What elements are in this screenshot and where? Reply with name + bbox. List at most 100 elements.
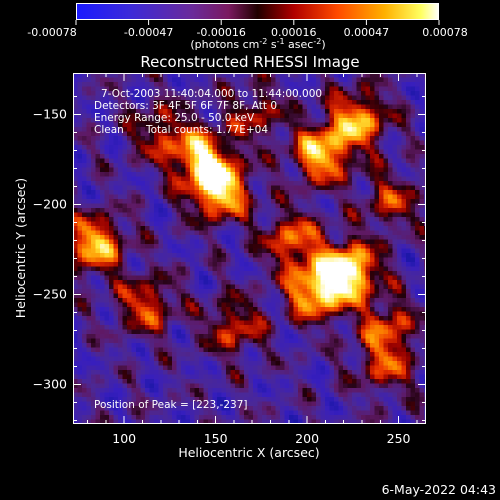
heat-cell [320, 127, 326, 132]
heat-cell [127, 203, 132, 209]
heat-cell [280, 307, 285, 312]
heat-cell [208, 239, 213, 245]
heat-cell [401, 82, 407, 87]
heat-cell [127, 302, 132, 308]
heat-cell [424, 91, 426, 96]
heat-cell [347, 284, 353, 290]
heat-cell [397, 298, 402, 303]
heat-cell [113, 338, 119, 344]
heat-cell [91, 145, 96, 150]
heat-cell [73, 226, 78, 231]
heat-cell [86, 176, 92, 182]
heat-cell [163, 221, 168, 227]
heat-cell [86, 91, 92, 96]
heat-cell [253, 163, 258, 168]
heat-cell [167, 311, 173, 317]
heat-cell [352, 163, 357, 168]
heat-cell [361, 208, 366, 213]
heat-cell [190, 113, 195, 119]
heat-cell [131, 122, 137, 128]
heat-cell [230, 154, 236, 159]
heat-cell [149, 289, 155, 294]
heat-cell [356, 167, 362, 173]
heat-cell [185, 221, 191, 227]
heat-cell [311, 140, 317, 146]
heat-cell [392, 190, 398, 195]
heat-cell [100, 262, 105, 267]
heat-cell [352, 127, 357, 132]
heat-cell [419, 212, 425, 218]
heat-cell [131, 226, 137, 231]
heat-cell [379, 199, 384, 204]
heat-cell [325, 239, 330, 245]
heat-cell [217, 338, 222, 344]
heat-cell [109, 275, 114, 281]
heat-cell [320, 190, 326, 195]
heat-cell [320, 298, 326, 303]
heat-cell [127, 149, 132, 155]
heat-cell [100, 266, 105, 272]
heat-cell [100, 208, 105, 213]
heat-cell [104, 95, 110, 101]
heat-cell [118, 208, 123, 213]
heat-cell [271, 208, 276, 213]
heat-cell [190, 298, 195, 303]
heat-cell [374, 266, 380, 272]
heatmap-pixels [73, 73, 426, 424]
heat-cell [383, 172, 389, 177]
heat-cell [226, 307, 231, 312]
heat-cell [140, 293, 146, 299]
heat-cell [320, 302, 326, 308]
heat-cell [383, 253, 389, 258]
heat-cell [235, 266, 240, 272]
heat-cell [271, 140, 276, 146]
heat-cell [109, 302, 114, 308]
heat-cell [113, 136, 119, 141]
heat-cell [271, 77, 276, 83]
heat-cell [167, 325, 173, 330]
heat-cell [410, 253, 416, 258]
heat-cell [329, 289, 335, 294]
heat-cell [199, 343, 204, 348]
heat-cell [388, 100, 393, 105]
heat-cell [230, 343, 236, 348]
heat-cell [158, 208, 164, 213]
heat-cell [82, 194, 87, 200]
heat-cell [154, 352, 159, 357]
heat-cell [172, 217, 177, 222]
heat-cell [343, 149, 348, 155]
heat-cell [379, 343, 384, 348]
heat-cell [221, 208, 227, 213]
heat-cell [424, 320, 426, 326]
heat-cell [311, 230, 317, 236]
heat-cell [235, 82, 240, 87]
heat-cell [320, 271, 326, 276]
colorbar-border [76, 3, 439, 20]
heat-cell [140, 167, 146, 173]
heat-cell [100, 293, 105, 299]
heat-cell [329, 253, 335, 258]
heat-cell [172, 100, 177, 105]
heat-cell [104, 329, 110, 335]
heat-cell [320, 343, 326, 348]
heat-cell [302, 284, 308, 290]
heat-cell [343, 302, 348, 308]
heat-cell [343, 113, 348, 119]
heat-cell [230, 217, 236, 222]
heat-cell [329, 118, 335, 123]
heat-cell [163, 73, 168, 78]
heat-cell [104, 167, 110, 173]
heat-cell [379, 289, 384, 294]
heat-cell [374, 167, 380, 173]
heat-cell [73, 203, 78, 209]
heat-cell [302, 194, 308, 200]
heat-cell [109, 248, 114, 254]
heat-cell [131, 298, 137, 303]
heat-cell [320, 244, 326, 249]
heat-cell [365, 172, 371, 177]
heat-cell [158, 100, 164, 105]
heat-cell [307, 235, 312, 240]
heat-cell [208, 73, 213, 78]
heat-cell [289, 176, 294, 182]
heat-cell [419, 140, 425, 146]
